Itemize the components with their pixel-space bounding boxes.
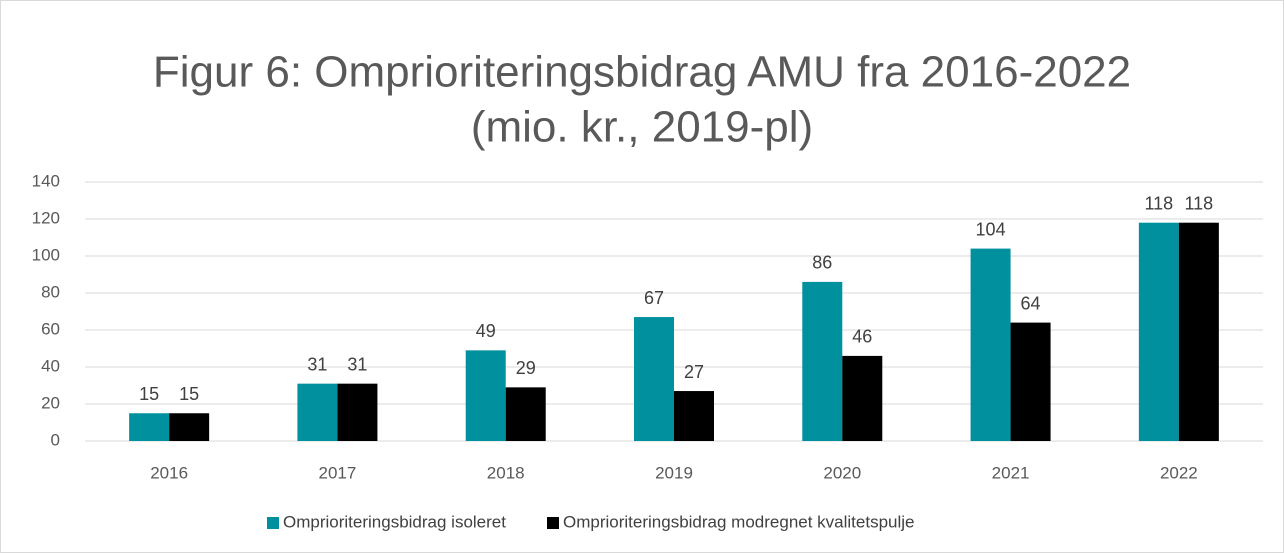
data-label: 46 (852, 327, 872, 347)
data-label: 15 (179, 384, 199, 404)
bar (674, 391, 714, 441)
data-label: 27 (684, 362, 704, 382)
chart-title: Figur 6: Omprioriteringsbidrag AMU fra 2… (153, 48, 1131, 97)
chart-title: (mio. kr., 2019-pl) (471, 103, 813, 152)
y-tick-label: 140 (32, 171, 60, 190)
legend-swatch (267, 517, 279, 529)
data-label: 86 (812, 253, 832, 273)
bar (1138, 222, 1179, 441)
data-label: 67 (644, 288, 664, 308)
x-tick-label: 2018 (487, 463, 525, 482)
legend-label: Omprioriteringsbidrag modregnet kvalitet… (563, 512, 915, 531)
x-tick-label: 2021 (992, 463, 1030, 482)
bar (1178, 222, 1219, 441)
x-tick-label: 2022 (1160, 463, 1198, 482)
x-tick-label: 2016 (150, 463, 188, 482)
y-tick-label: 100 (32, 245, 60, 264)
data-label: 15 (139, 384, 159, 404)
bar (970, 248, 1011, 441)
bar (465, 350, 506, 441)
bar (337, 383, 378, 441)
bar (297, 383, 338, 441)
data-label: 118 (1145, 193, 1174, 213)
y-tick-label: 120 (32, 208, 60, 227)
data-label: 29 (516, 358, 536, 378)
data-label: 49 (476, 321, 496, 341)
data-label: 104 (976, 219, 1006, 239)
bar (129, 413, 170, 441)
bar (169, 413, 210, 441)
bar (1010, 322, 1051, 441)
x-tick-label: 2020 (823, 463, 861, 482)
legend-label: Omprioriteringsbidrag isoleret (283, 512, 506, 531)
x-tick-label: 2017 (319, 463, 357, 482)
y-tick-label: 60 (41, 319, 60, 338)
bar (802, 281, 843, 441)
data-label: 64 (1021, 293, 1041, 313)
bar (842, 355, 883, 441)
y-tick-label: 20 (41, 393, 60, 412)
data-label: 31 (307, 354, 327, 374)
y-tick-label: 80 (41, 282, 60, 301)
bar (634, 317, 674, 441)
data-label: 118 (1185, 193, 1214, 213)
data-label: 31 (347, 354, 367, 374)
y-tick-label: 0 (51, 430, 60, 449)
legend-swatch (547, 517, 559, 529)
bar (505, 387, 546, 441)
x-tick-label: 2019 (655, 463, 693, 482)
y-tick-label: 40 (41, 356, 60, 375)
